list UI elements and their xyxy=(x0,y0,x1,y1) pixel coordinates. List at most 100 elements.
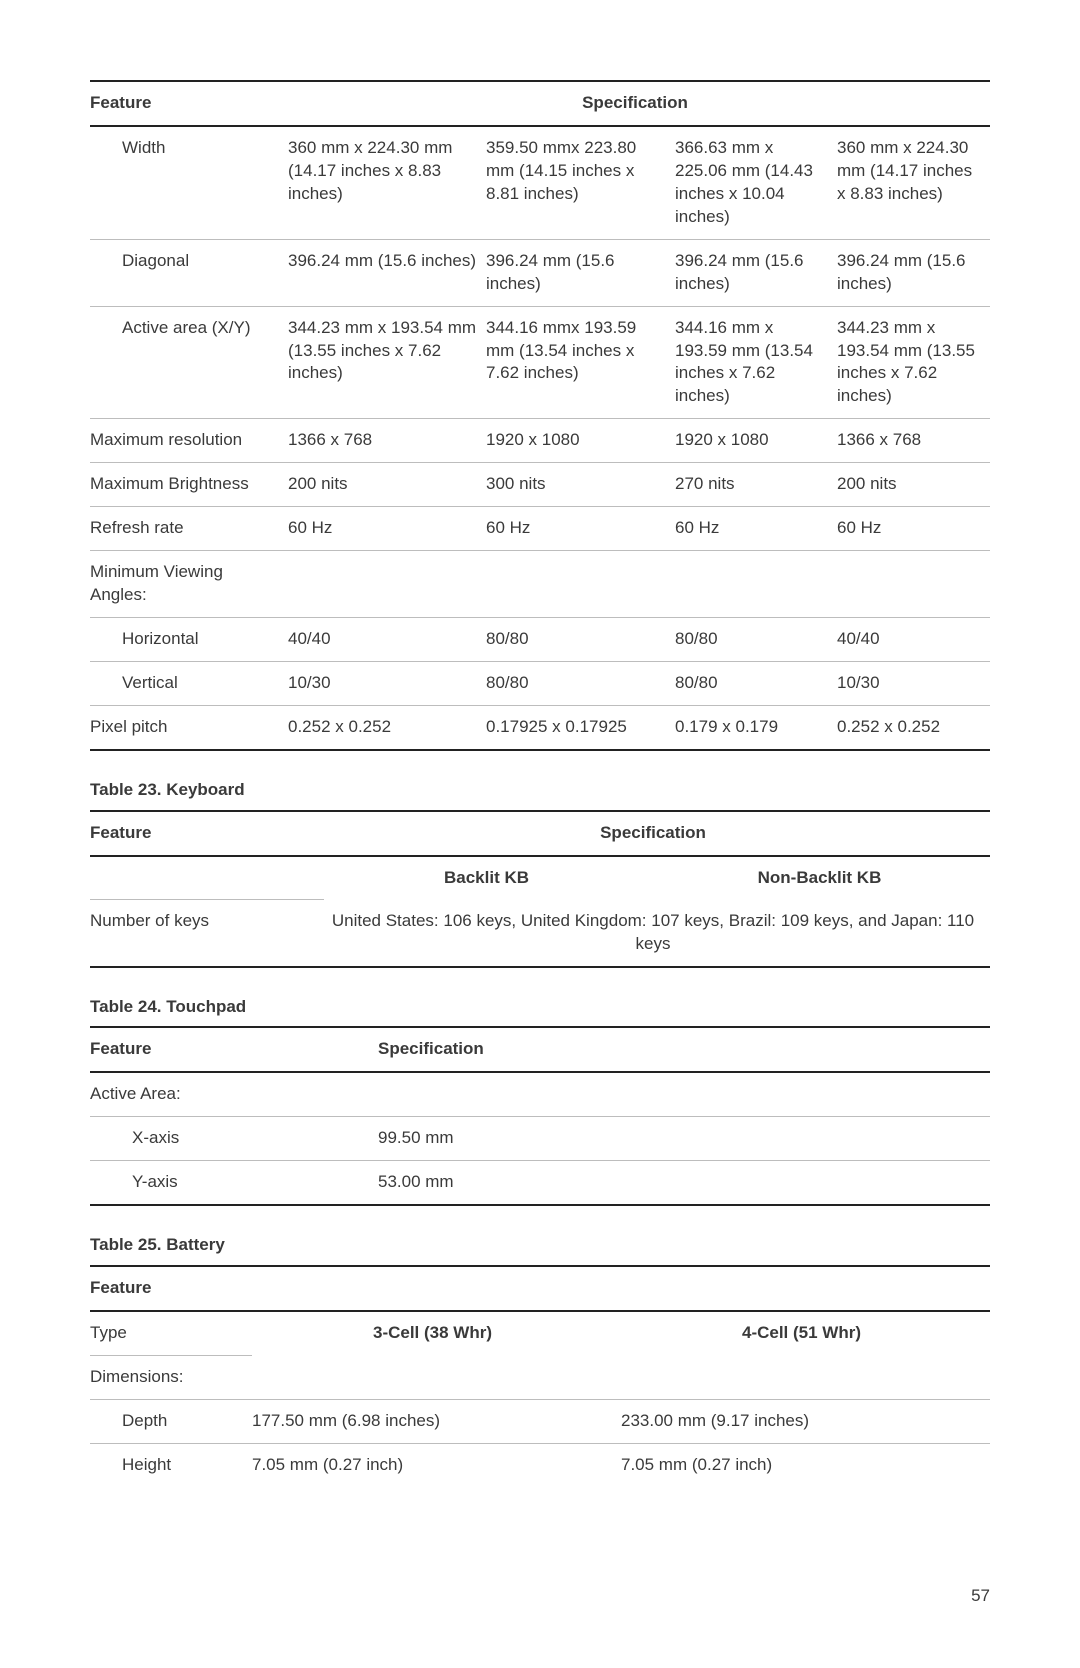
table23-caption: Table 23. Keyboard xyxy=(90,779,990,802)
maxres-c3: 1920 x 1080 xyxy=(675,419,837,463)
maxbright-c4: 200 nits xyxy=(837,463,990,507)
refresh-c3: 60 Hz xyxy=(675,507,837,551)
pixel-label: Pixel pitch xyxy=(90,705,288,749)
xaxis-label: X-axis xyxy=(90,1117,378,1161)
row-dim: Dimensions: xyxy=(90,1356,990,1400)
active-label: Active area (X/Y) xyxy=(90,306,288,419)
type-label: Type xyxy=(90,1311,252,1355)
row-active-area: Active Area: xyxy=(90,1072,990,1116)
horiz-c4: 40/40 xyxy=(837,618,990,662)
row-diagonal: Diagonal 396.24 mm (15.6 inches) 396.24 … xyxy=(90,239,990,306)
width-c1: 360 mm x 224.30 mm (14.17 inches x 8.83 … xyxy=(288,126,486,239)
table25-caption: Table 25. Battery xyxy=(90,1234,990,1257)
refresh-c1: 60 Hz xyxy=(288,507,486,551)
row-active-area: Active area (X/Y) 344.23 mm x 193.54 mm … xyxy=(90,306,990,419)
touchpad-table: Feature Specification Active Area: X-axi… xyxy=(90,1026,990,1206)
pixel-c2: 0.17925 x 0.17925 xyxy=(486,705,675,749)
vert-c2: 80/80 xyxy=(486,661,675,705)
page-number: 57 xyxy=(90,1515,990,1608)
depth-c2: 233.00 mm (9.17 inches) xyxy=(621,1399,990,1443)
row-horizontal: Horizontal 40/40 80/80 80/80 40/40 xyxy=(90,618,990,662)
horiz-c1: 40/40 xyxy=(288,618,486,662)
horiz-c3: 80/80 xyxy=(675,618,837,662)
diag-c3: 396.24 mm (15.6 inches) xyxy=(675,239,837,306)
refresh-c2: 60 Hz xyxy=(486,507,675,551)
refresh-c4: 60 Hz xyxy=(837,507,990,551)
vert-c1: 10/30 xyxy=(288,661,486,705)
horiz-label: Horizontal xyxy=(90,618,288,662)
col-spec: Specification xyxy=(288,81,990,126)
refresh-label: Refresh rate xyxy=(90,507,288,551)
diag-c4: 396.24 mm (15.6 inches) xyxy=(837,239,990,306)
activearea-label: Active Area: xyxy=(90,1072,378,1116)
horiz-c2: 80/80 xyxy=(486,618,675,662)
numkeys-val: United States: 106 keys, United Kingdom:… xyxy=(324,900,990,967)
row-xaxis: X-axis 99.50 mm xyxy=(90,1117,990,1161)
active-c1: 344.23 mm x 193.54 mm (13.55 inches x 7.… xyxy=(288,306,486,419)
row-height: Height 7.05 mm (0.27 inch) 7.05 mm (0.27… xyxy=(90,1443,990,1486)
vert-c4: 10/30 xyxy=(837,661,990,705)
table24-caption: Table 24. Touchpad xyxy=(90,996,990,1019)
maxbright-c3: 270 nits xyxy=(675,463,837,507)
col-feature: Feature xyxy=(90,1266,990,1311)
height-label: Height xyxy=(90,1443,252,1486)
xaxis-val: 99.50 mm xyxy=(378,1117,990,1161)
row-numkeys: Number of keys United States: 106 keys, … xyxy=(90,900,990,967)
maxres-c4: 1366 x 768 xyxy=(837,419,990,463)
diag-label: Diagonal xyxy=(90,239,288,306)
width-c3: 366.63 mm x 225.06 mm (14.43 inches x 10… xyxy=(675,126,837,239)
row-min-view: Minimum Viewing Angles: xyxy=(90,551,990,618)
col-spec: Specification xyxy=(324,811,990,856)
type-c1: 3-Cell (38 Whr) xyxy=(252,1311,621,1355)
keyboard-table: Feature Specification Backlit KB Non-Bac… xyxy=(90,810,990,968)
backlit-kb: Backlit KB xyxy=(324,856,657,900)
non-backlit-kb: Non-Backlit KB xyxy=(657,856,990,900)
yaxis-label: Y-axis xyxy=(90,1161,378,1205)
row-max-res: Maximum resolution 1366 x 768 1920 x 108… xyxy=(90,419,990,463)
width-c2: 359.50 mmx 223.80 mm (14.15 inches x 8.8… xyxy=(486,126,675,239)
table-header-row: Feature xyxy=(90,1266,990,1311)
depth-label: Depth xyxy=(90,1399,252,1443)
row-subhead: Backlit KB Non-Backlit KB xyxy=(90,856,990,900)
pixel-c4: 0.252 x 0.252 xyxy=(837,705,990,749)
col-spec: Specification xyxy=(378,1027,990,1072)
col-feature: Feature xyxy=(90,811,324,856)
height-c1: 7.05 mm (0.27 inch) xyxy=(252,1443,621,1486)
maxbright-label: Maximum Brightness xyxy=(90,463,288,507)
battery-table: Feature Type 3-Cell (38 Whr) 4-Cell (51 … xyxy=(90,1265,990,1487)
maxbright-c2: 300 nits xyxy=(486,463,675,507)
depth-c1: 177.50 mm (6.98 inches) xyxy=(252,1399,621,1443)
vert-c3: 80/80 xyxy=(675,661,837,705)
table-header-row: Feature Specification xyxy=(90,811,990,856)
numkeys-label: Number of keys xyxy=(90,900,324,967)
table-header-row: Feature Specification xyxy=(90,81,990,126)
row-depth: Depth 177.50 mm (6.98 inches) 233.00 mm … xyxy=(90,1399,990,1443)
height-c2: 7.05 mm (0.27 inch) xyxy=(621,1443,990,1486)
active-c4: 344.23 mm x 193.54 mm (13.55 inches x 7.… xyxy=(837,306,990,419)
active-c2: 344.16 mmx 193.59 mm (13.54 inches x 7.6… xyxy=(486,306,675,419)
width-c4: 360 mm x 224.30 mm (14.17 inches x 8.83 … xyxy=(837,126,990,239)
pixel-c1: 0.252 x 0.252 xyxy=(288,705,486,749)
type-c2: 4-Cell (51 Whr) xyxy=(621,1311,990,1355)
yaxis-val: 53.00 mm xyxy=(378,1161,990,1205)
width-label: Width xyxy=(90,126,288,239)
row-yaxis: Y-axis 53.00 mm xyxy=(90,1161,990,1205)
active-c3: 344.16 mm x 193.59 mm (13.54 inches x 7.… xyxy=(675,306,837,419)
row-width: Width 360 mm x 224.30 mm (14.17 inches x… xyxy=(90,126,990,239)
row-type: Type 3-Cell (38 Whr) 4-Cell (51 Whr) xyxy=(90,1311,990,1355)
col-feature: Feature xyxy=(90,1027,378,1072)
maxres-c2: 1920 x 1080 xyxy=(486,419,675,463)
vert-label: Vertical xyxy=(90,661,288,705)
dim-label: Dimensions: xyxy=(90,1356,252,1400)
diag-c1: 396.24 mm (15.6 inches) xyxy=(288,239,486,306)
table-header-row: Feature Specification xyxy=(90,1027,990,1072)
row-refresh: Refresh rate 60 Hz 60 Hz 60 Hz 60 Hz xyxy=(90,507,990,551)
row-max-bright: Maximum Brightness 200 nits 300 nits 270… xyxy=(90,463,990,507)
maxres-c1: 1366 x 768 xyxy=(288,419,486,463)
maxres-label: Maximum resolution xyxy=(90,419,288,463)
minview-label: Minimum Viewing Angles: xyxy=(90,551,288,618)
display-spec-table: Feature Specification Width 360 mm x 224… xyxy=(90,80,990,751)
row-vertical: Vertical 10/30 80/80 80/80 10/30 xyxy=(90,661,990,705)
col-feature: Feature xyxy=(90,81,288,126)
diag-c2: 396.24 mm (15.6 inches) xyxy=(486,239,675,306)
